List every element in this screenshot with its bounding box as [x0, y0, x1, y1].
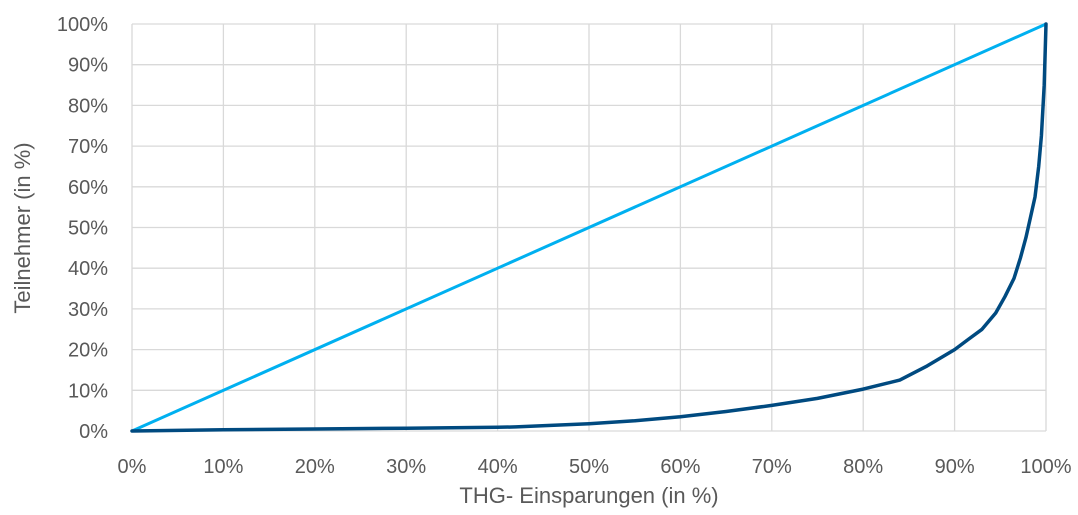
- y-tick-labels: 0% 10% 20% 30% 40% 50% 60% 70% 80% 90% 100%: [57, 14, 108, 443]
- y-tick-label: 70%: [68, 136, 108, 158]
- y-tick-label: 30%: [68, 299, 108, 321]
- series-line-2: [130, 22, 1048, 433]
- series-lines: [130, 22, 1048, 433]
- x-tick-label: 20%: [295, 456, 335, 478]
- x-tick-label: 90%: [935, 456, 975, 478]
- y-tick-label: 90%: [68, 55, 108, 77]
- x-axis-title: THG- Einsparungen (in %): [459, 483, 718, 508]
- y-tick-label: 60%: [68, 177, 108, 199]
- x-tick-label: 60%: [660, 456, 700, 478]
- y-tick-label: 10%: [68, 380, 108, 402]
- x-tick-label: 40%: [478, 456, 518, 478]
- y-tick-label: 20%: [68, 340, 108, 362]
- y-axis-title: Teilnehmer (in %): [10, 142, 35, 313]
- y-tick-label: 50%: [68, 218, 108, 240]
- y-tick-label: 100%: [57, 14, 108, 36]
- x-tick-labels: 0% 10% 20% 30% 40% 50% 60% 70% 80% 90% 100%: [118, 456, 1072, 478]
- x-tick-label: 100%: [1020, 456, 1071, 478]
- x-tick-label: 50%: [569, 456, 609, 478]
- x-tick-label: 0%: [118, 456, 147, 478]
- y-tick-label: 40%: [68, 258, 108, 280]
- x-tick-label: 10%: [203, 456, 243, 478]
- x-tick-label: 70%: [752, 456, 792, 478]
- series-line-1: [130, 22, 1048, 433]
- x-tick-label: 30%: [386, 456, 426, 478]
- x-tick-label: 80%: [843, 456, 883, 478]
- y-tick-label: 80%: [68, 95, 108, 117]
- y-tick-label: 0%: [79, 421, 108, 443]
